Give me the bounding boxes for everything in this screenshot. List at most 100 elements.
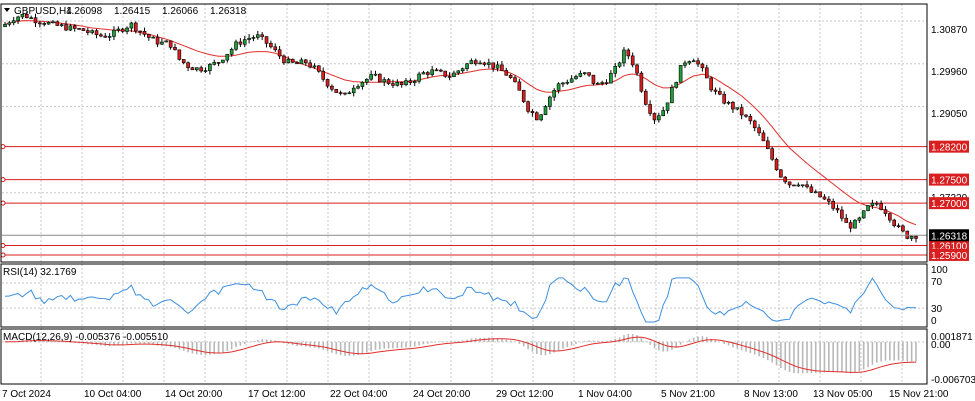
candle-body [203, 70, 208, 72]
candle-body [443, 70, 448, 77]
candle-body [652, 113, 657, 121]
candle-body [556, 83, 561, 91]
candle-body [59, 24, 64, 26]
candle-body [582, 72, 587, 74]
candle-body [609, 73, 613, 84]
candle-body [770, 148, 774, 160]
candle-body [718, 91, 722, 95]
level-label: 1.26100 [931, 242, 968, 253]
candle-body [81, 28, 86, 31]
level-label: 1.27500 [931, 176, 968, 187]
candle-body [543, 106, 548, 116]
candle-body [51, 21, 55, 24]
time-tick: 29 Oct 12:00 [496, 389, 554, 400]
level-anchor [0, 200, 6, 206]
candle-body [334, 88, 339, 93]
candle-body [42, 23, 47, 25]
candle-body [534, 112, 539, 121]
candle-body [495, 64, 500, 69]
level-anchor [0, 252, 6, 258]
candle-body [391, 83, 395, 86]
candle-body [317, 65, 321, 72]
candle-body [617, 62, 622, 67]
rsi-tick: 100 [931, 265, 948, 276]
current-price-tag: 1.26318 [929, 229, 969, 242]
candle-body [177, 49, 182, 60]
time-tick: 10 Oct 04:00 [84, 389, 142, 400]
candle-body [373, 73, 378, 76]
candle-body [508, 75, 513, 78]
dropdown-icon[interactable] [4, 8, 10, 12]
candle-body [792, 184, 796, 187]
candle-body [242, 39, 247, 45]
candle-body [460, 68, 465, 72]
candle-body [722, 93, 727, 104]
candle-body [787, 181, 792, 186]
macd-tick: 0.00 [931, 340, 951, 351]
candle-body [892, 219, 897, 226]
candle-body [643, 90, 648, 105]
rsi-tick: 30 [931, 304, 943, 315]
candle-body [752, 120, 757, 129]
candle-body [299, 59, 304, 65]
level-tag [929, 173, 969, 186]
candle-body [426, 72, 430, 75]
candle-body [16, 16, 20, 21]
candle-body [408, 80, 413, 83]
candle-body [639, 72, 644, 92]
candle-body [120, 28, 125, 32]
time-tick: 8 Nov 13:00 [744, 389, 798, 400]
candle-body [513, 77, 517, 83]
candle-body [325, 79, 330, 87]
candle-body [739, 107, 744, 116]
candle-body [99, 34, 103, 37]
candle-body [116, 28, 121, 31]
candle-body [212, 62, 217, 65]
candle-body [360, 82, 365, 87]
candle-body [404, 80, 408, 86]
candle-body [687, 61, 692, 64]
candle-body [238, 41, 243, 45]
candle-body [229, 48, 234, 55]
candle-body [818, 191, 822, 198]
level-anchor [0, 144, 6, 150]
candle-body [670, 87, 674, 104]
candle-body [648, 104, 652, 114]
time-tick: 13 Nov 05:00 [813, 389, 873, 400]
candle-body [38, 22, 42, 25]
candle-body [744, 114, 748, 117]
candle-body [861, 210, 866, 219]
candle-body [286, 58, 291, 64]
candle-body [247, 37, 251, 40]
candle-body [452, 72, 456, 78]
candle-body [282, 55, 286, 64]
candle-body [321, 70, 325, 80]
candle-body [264, 36, 269, 44]
candle-body [343, 92, 347, 95]
candle-body [168, 40, 173, 48]
ohlc-high: 1.26415 [114, 6, 151, 17]
candle-body [164, 40, 169, 43]
candle-body [626, 49, 631, 57]
candle-body [473, 60, 478, 65]
rsi-axis: 100 70 30 0 [931, 265, 948, 327]
price-tick: 1.29960 [931, 67, 968, 78]
candle-body [273, 46, 278, 51]
candle-body [840, 209, 844, 219]
candle-body [835, 208, 840, 211]
macd-tick: -0.006703 [931, 375, 975, 386]
candle-body [216, 62, 221, 64]
candle-body [569, 78, 574, 83]
candle-body [181, 59, 186, 64]
candle-body [369, 74, 373, 80]
candle-body [173, 47, 177, 51]
candle-body [469, 60, 474, 65]
candle-body [901, 225, 905, 232]
time-axis: 7 Oct 2024 10 Oct 04:00 14 Oct 20:00 17 … [2, 389, 949, 400]
candle-body [809, 186, 814, 193]
candle-body [726, 101, 731, 104]
chart-header: GBPUSD,H4 1.26098 1.26415 1.26066 1.2631… [4, 6, 247, 17]
macd-title: MACD(12,26,9) -0.005376 -0.005510 [3, 332, 169, 343]
candle-body [64, 24, 68, 31]
